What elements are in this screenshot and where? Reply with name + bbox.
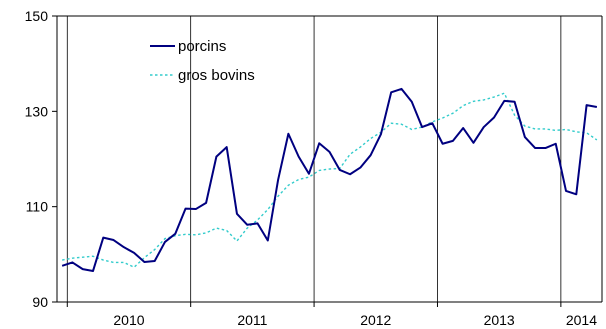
series-layer xyxy=(61,87,598,273)
x-tick-label: 2013 xyxy=(484,312,515,328)
axes: 90 110 130 150 2010 2011 2012 2013 2014 xyxy=(25,8,603,328)
y-tick-label: 90 xyxy=(32,294,48,310)
x-tick-label: 2012 xyxy=(360,312,391,328)
x-tick-label: 2011 xyxy=(237,312,267,328)
y-tick-label: 130 xyxy=(25,103,49,119)
legend-label: porcins xyxy=(178,38,226,55)
y-tick-label: 110 xyxy=(26,199,49,215)
series-line-porcins xyxy=(61,87,598,273)
legend-label: gros bovins xyxy=(178,67,255,84)
y-tick-label: 150 xyxy=(25,8,49,24)
x-tick-label: 2010 xyxy=(113,312,144,328)
series-line-gros-bovins xyxy=(62,92,598,268)
x-tick-label: 2014 xyxy=(566,312,597,328)
legend: porcins gros bovins xyxy=(150,38,255,84)
